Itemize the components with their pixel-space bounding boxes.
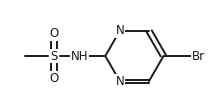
Text: O: O [49, 27, 58, 40]
Text: O: O [49, 72, 58, 85]
Text: N: N [115, 24, 124, 37]
Text: N: N [115, 75, 124, 88]
Text: NH: NH [71, 50, 88, 62]
Text: Br: Br [192, 50, 205, 62]
Text: S: S [50, 50, 57, 62]
